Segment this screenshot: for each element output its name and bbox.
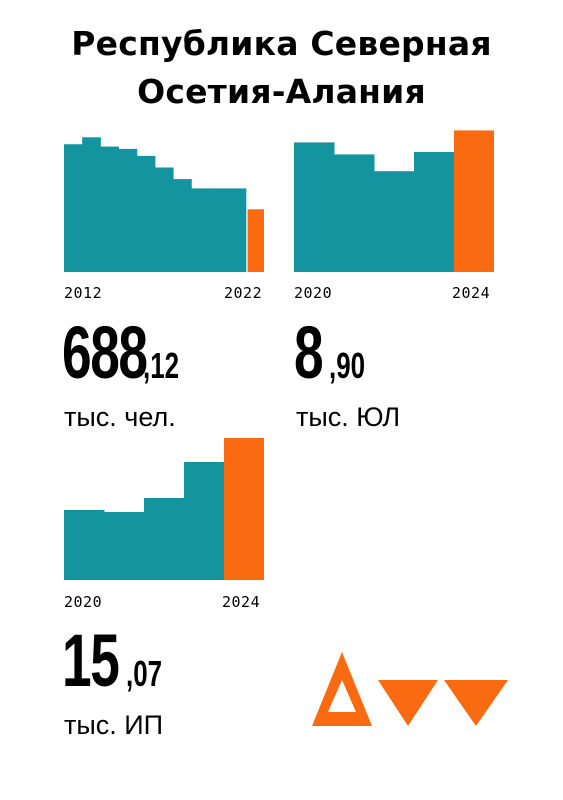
bar-2023 — [414, 152, 455, 272]
bar-2024 — [454, 130, 494, 272]
bar-2021 — [227, 188, 247, 272]
logo-triangle-middle — [378, 680, 438, 726]
stat-population-unit: тыс. чел. — [64, 402, 176, 432]
page-title-line-2: Осетия-Алания — [137, 72, 426, 111]
stat-legal-entities-int: 8 — [294, 311, 324, 394]
bar-2022 — [374, 171, 415, 272]
page-title-line-1: Республика Северная — [71, 24, 492, 63]
bar-2014 — [100, 146, 120, 272]
logo-triangle-outline — [312, 652, 372, 726]
logo-triangles-icon — [312, 652, 508, 726]
stat-individual-entrepreneurs-dec: ,07 — [126, 653, 163, 694]
bar-2012 — [64, 144, 83, 272]
bar-2015 — [118, 148, 138, 272]
legal-entities-chart — [294, 130, 494, 272]
chart-population-end-tick: 2022 — [224, 284, 263, 302]
chart-legal-entities-end-tick: 2024 — [452, 284, 491, 302]
stat-legal-entities-unit: тыс. ЮЛ — [296, 402, 401, 432]
stat-individual-entrepreneurs-unit: тыс. ИП — [64, 710, 164, 740]
bar-2022 — [144, 498, 185, 580]
population-chart — [64, 137, 264, 272]
bar-2019 — [191, 188, 210, 272]
bar-2021 — [334, 154, 375, 272]
chart-individual-entrepreneurs-start-tick: 2020 — [64, 593, 103, 611]
individual-entrepreneurs-chart — [64, 438, 264, 580]
bar-2013 — [82, 137, 101, 272]
bar-2021 — [104, 512, 145, 580]
chart-population-start-tick: 2012 — [64, 284, 103, 302]
stat-population-value: 688 ,12 — [62, 316, 194, 390]
stat-population-int: 688 — [62, 311, 148, 394]
bar-2023 — [184, 462, 225, 580]
stat-population-dec: ,12 — [143, 345, 180, 386]
bar-2020 — [209, 188, 229, 272]
stat-individual-entrepreneurs-int: 15 — [62, 619, 120, 702]
stat-individual-entrepreneurs-value: 15 ,07 — [62, 624, 176, 698]
bar-2016 — [136, 155, 156, 272]
bar-2022 — [247, 209, 264, 272]
stat-legal-entities-dec: ,90 — [329, 345, 366, 386]
bar-2018 — [173, 179, 192, 272]
logo-triangle-right — [444, 680, 508, 726]
chart-legal-entities-start-tick: 2020 — [294, 284, 333, 302]
stat-legal-entities-value: 8 ,90 — [294, 316, 379, 390]
chart-individual-entrepreneurs-end-tick: 2024 — [222, 593, 261, 611]
bar-2024 — [224, 438, 264, 580]
bar-2017 — [154, 167, 174, 272]
bar-2020 — [294, 142, 335, 272]
bar-2020 — [64, 510, 105, 580]
